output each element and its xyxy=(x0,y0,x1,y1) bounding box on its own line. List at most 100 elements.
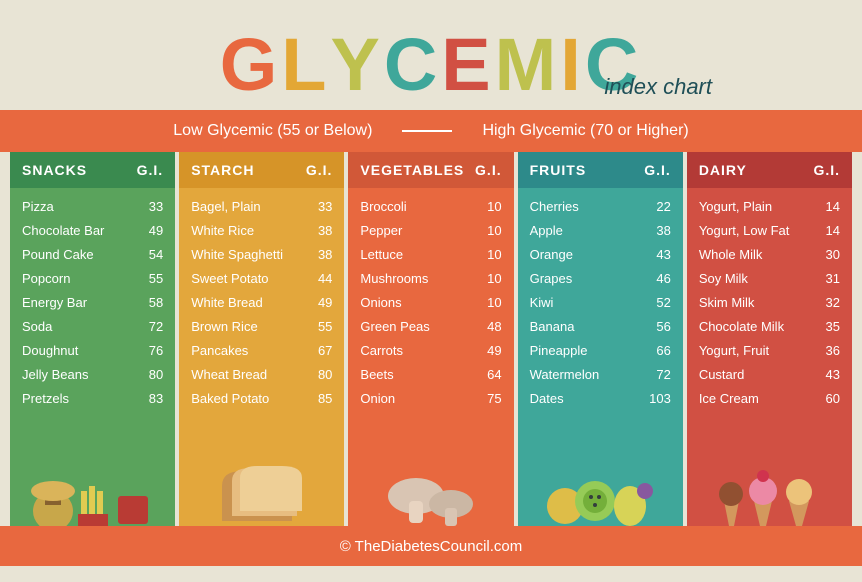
column-header: VEGETABLES G.I. xyxy=(348,152,513,188)
food-name: Baked Potato xyxy=(191,391,269,406)
food-name: Beets xyxy=(360,367,393,382)
food-row: Grapes 46 xyxy=(530,266,671,290)
food-row: Whole Milk30 xyxy=(699,242,840,266)
food-row: White Bread49 xyxy=(191,290,332,314)
gi-value: 43 xyxy=(826,367,840,382)
food-name: Kiwi xyxy=(530,295,554,310)
gi-value: 56 xyxy=(656,319,670,334)
food-row: Apple 38 xyxy=(530,218,671,242)
food-name: Onion xyxy=(360,391,395,406)
food-name: Whole Milk xyxy=(699,247,763,262)
title-letter: E xyxy=(441,22,494,107)
gi-value: 36 xyxy=(826,343,840,358)
food-name: Popcorn xyxy=(22,271,70,286)
gi-value: 10 xyxy=(487,199,501,214)
gi-value: 54 xyxy=(149,247,163,262)
food-name: Yogurt, Low Fat xyxy=(699,223,790,238)
gi-header: G.I. xyxy=(306,162,333,178)
gi-value: 44 xyxy=(318,271,332,286)
food-row: Yogurt, Low Fat 14 xyxy=(699,218,840,242)
food-row: Soda72 xyxy=(22,314,163,338)
gi-value: 49 xyxy=(318,295,332,310)
food-row: Kiwi 52 xyxy=(530,290,671,314)
food-row: Wheat Bread80 xyxy=(191,362,332,386)
food-row: Banana56 xyxy=(530,314,671,338)
gi-value: 10 xyxy=(487,247,501,262)
gi-header: G.I. xyxy=(813,162,840,178)
footer-text: © TheDiabetesCouncil.com xyxy=(340,538,523,555)
food-row: Pretzels83 xyxy=(22,386,163,410)
food-name: Skim Milk xyxy=(699,295,755,310)
gi-value: 52 xyxy=(656,295,670,310)
gi-value: 48 xyxy=(487,319,501,334)
food-name: Dates xyxy=(530,391,564,406)
gi-value: 35 xyxy=(826,319,840,334)
food-row: Jelly Beans80 xyxy=(22,362,163,386)
gi-value: 55 xyxy=(318,319,332,334)
food-name: Yogurt, Plain xyxy=(699,199,772,214)
food-name: Onions xyxy=(360,295,401,310)
gi-value: 80 xyxy=(318,367,332,382)
gi-value: 76 xyxy=(149,343,163,358)
food-name: Mushrooms xyxy=(360,271,428,286)
food-name: Jelly Beans xyxy=(22,367,88,382)
gi-value: 38 xyxy=(318,247,332,262)
columns-container: SNACKSG.I.Pizza33Chocolate Bar49Pound Ca… xyxy=(0,152,862,526)
food-name: Sweet Potato xyxy=(191,271,268,286)
title-letter: Y xyxy=(330,22,383,107)
food-name: Brown Rice xyxy=(191,319,257,334)
food-name: Green Peas xyxy=(360,319,429,334)
food-name: Chocolate Bar xyxy=(22,223,104,238)
food-name: Chocolate Milk xyxy=(699,319,784,334)
food-row: Orange43 xyxy=(530,242,671,266)
food-row: Skim Milk 32 xyxy=(699,290,840,314)
gi-value: 14 xyxy=(826,223,840,238)
gi-value: 43 xyxy=(656,247,670,262)
food-row: White Rice38 xyxy=(191,218,332,242)
gi-value: 46 xyxy=(656,271,670,286)
food-name: Pound Cake xyxy=(22,247,94,262)
column-title: SNACKS xyxy=(22,162,87,178)
food-row: Lettuce 10 xyxy=(360,242,501,266)
food-row: Brown Rice 55 xyxy=(191,314,332,338)
food-row: Custard43 xyxy=(699,362,840,386)
food-row: Pound Cake 54 xyxy=(22,242,163,266)
food-row: Soy Milk31 xyxy=(699,266,840,290)
mushroom-icon xyxy=(348,456,513,526)
food-name: Apple xyxy=(530,223,563,238)
food-row: Dates103 xyxy=(530,386,671,410)
gi-value: 33 xyxy=(149,199,163,214)
food-name: Cherries xyxy=(530,199,579,214)
gi-value: 22 xyxy=(656,199,670,214)
food-row: Beets 64 xyxy=(360,362,501,386)
food-row: Watermelon72 xyxy=(530,362,671,386)
column-header: FRUITSG.I. xyxy=(518,152,683,188)
title-area: GLYCEMIC index chart xyxy=(0,0,862,110)
food-row: White Spaghetti38 xyxy=(191,242,332,266)
column-title: FRUITS xyxy=(530,162,587,178)
food-row: Ice Cream60 xyxy=(699,386,840,410)
gi-header: G.I. xyxy=(475,162,502,178)
column-header: SNACKSG.I. xyxy=(10,152,175,188)
food-row: Chocolate Bar 49 xyxy=(22,218,163,242)
legend-bar: Low Glycemic (55 or Below) High Glycemic… xyxy=(0,110,862,152)
food-row: Energy Bar58 xyxy=(22,290,163,314)
legend-low: Low Glycemic (55 or Below) xyxy=(173,122,372,140)
gi-value: 38 xyxy=(656,223,670,238)
food-name: Soy Milk xyxy=(699,271,748,286)
food-name: Doughnut xyxy=(22,343,78,358)
food-name: Pretzels xyxy=(22,391,69,406)
gi-value: 10 xyxy=(487,295,501,310)
gi-value: 33 xyxy=(318,199,332,214)
gi-value: 32 xyxy=(826,295,840,310)
title-letter: I xyxy=(560,22,585,107)
gi-value: 49 xyxy=(149,223,163,238)
food-name: Grapes xyxy=(530,271,573,286)
food-name: Lettuce xyxy=(360,247,403,262)
column-header: DAIRYG.I. xyxy=(687,152,852,188)
food-row: Popcorn55 xyxy=(22,266,163,290)
subtitle: index chart xyxy=(604,74,712,100)
gi-value: 64 xyxy=(487,367,501,382)
column-title: VEGETABLES xyxy=(360,162,464,178)
food-row: Pineapple66 xyxy=(530,338,671,362)
